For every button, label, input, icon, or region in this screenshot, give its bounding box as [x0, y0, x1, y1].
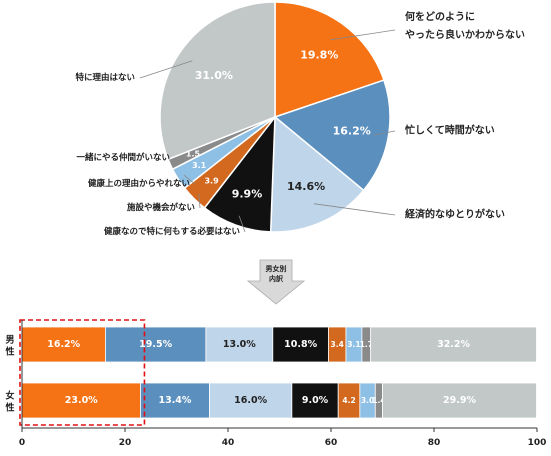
pie-category-label: 健康なので特に何もする必要はない [104, 226, 240, 237]
bar-value-label: 3.4 [331, 340, 344, 349]
x-tick-label: 100 [528, 438, 547, 448]
bar-value-label: 1.7 [360, 340, 373, 349]
row-label: 女性 [5, 390, 14, 414]
callout-line [183, 174, 196, 185]
pie-slice [269, 115, 365, 233]
pie-value-label: 9.9% [232, 188, 263, 201]
pie-callouts: 何をどのようにやったら良いかわからない忙しくて時間がない経済的なゆとりがない健康… [75, 10, 525, 237]
down-arrow-shape [246, 259, 306, 305]
arrow-label: 男女別内訳 [266, 264, 287, 283]
stacked-bar-chart: 16.2% 19.5% 13.0% 10.8% 3.4 3.1 1.7 32.2% 男性 23.0… [5, 319, 537, 426]
x-tick-label: 0 [19, 438, 25, 448]
callout-line [330, 29, 396, 41]
pie-value-label: 16.2% [333, 125, 371, 138]
x-tick-label: 60 [325, 438, 338, 448]
row-label: 男性 [5, 335, 14, 358]
bar-value-label: 9.0% [302, 395, 329, 406]
pie-value-labels: 19.8% 16.2% 14.6% 9.9% 3.9 3.1 1.5 31.0% [186, 49, 371, 201]
pie-value-label: 3.9 [204, 176, 219, 185]
pie-value-label: 14.6% [287, 180, 325, 193]
pie-chart [159, 1, 391, 233]
x-tick-label: 40 [222, 438, 235, 448]
bar-value-label: 32.2% [437, 339, 470, 350]
pie-value-label: 3.1 [192, 161, 207, 170]
bar-segment [291, 382, 339, 419]
bar-segment [205, 326, 274, 363]
bar-value-label: 4.2 [342, 396, 355, 405]
bar-value-label: 13.0% [223, 339, 256, 350]
callout-line [174, 157, 177, 162]
bar-segment [21, 382, 141, 419]
pie-category-label: 忙しくて時間がない [404, 124, 495, 137]
bar-value-label: 10.8% [284, 339, 317, 350]
x-tick-label: 20 [119, 438, 132, 448]
bar-segment [105, 326, 207, 363]
bar-segment [209, 382, 293, 419]
bar-segment [272, 326, 329, 363]
bar-value-label: 19.5% [139, 339, 172, 350]
callout-line [238, 215, 246, 233]
pie-category-label: 何をどのようにやったら良いかわからない [405, 10, 525, 41]
callout-line [313, 203, 396, 216]
bar-segment [21, 326, 106, 363]
down-arrow-icon: 男女別内訳 [246, 259, 306, 305]
pie-slice [159, 1, 276, 161]
bar-value-label: 3.1 [347, 340, 360, 349]
x-axis: 0 20 40 60 80 100 [19, 320, 547, 448]
pie-value-label: 19.8% [300, 49, 338, 62]
bar-value-label: 16.0% [234, 395, 267, 406]
pie-value-label: 31.0% [195, 69, 233, 82]
pie-category-label: 経済的なゆとりがない [405, 208, 505, 221]
callout-line [373, 130, 396, 136]
bar-value-label: 16.2% [47, 339, 80, 350]
pie-slice [203, 114, 276, 233]
highlight-box [19, 319, 146, 426]
bar-segment [370, 326, 537, 363]
pie-category-label: 施設や機会がない [127, 202, 195, 213]
bar-value-label: 1.4 [372, 396, 385, 405]
bar-value-label: 23.0% [65, 395, 98, 406]
pie-slice [274, 1, 385, 119]
callout-line [198, 193, 201, 209]
pie-value-label: 1.5 [186, 150, 201, 159]
x-tick-label: 80 [428, 438, 441, 448]
bar-value-label: 3.0 [361, 396, 374, 405]
bar-value-label: 29.9% [443, 395, 476, 406]
callout-line [139, 60, 193, 79]
bar-segment [382, 382, 537, 419]
pie-category-label: 一緒にやる仲間がいない [76, 152, 170, 163]
bar-value-label: 13.4% [158, 395, 191, 406]
pie-category-label: 特に理由はない [75, 72, 135, 83]
pie-category-label: 健康上の理由からやれない [88, 178, 190, 189]
pie-slice [273, 79, 391, 192]
